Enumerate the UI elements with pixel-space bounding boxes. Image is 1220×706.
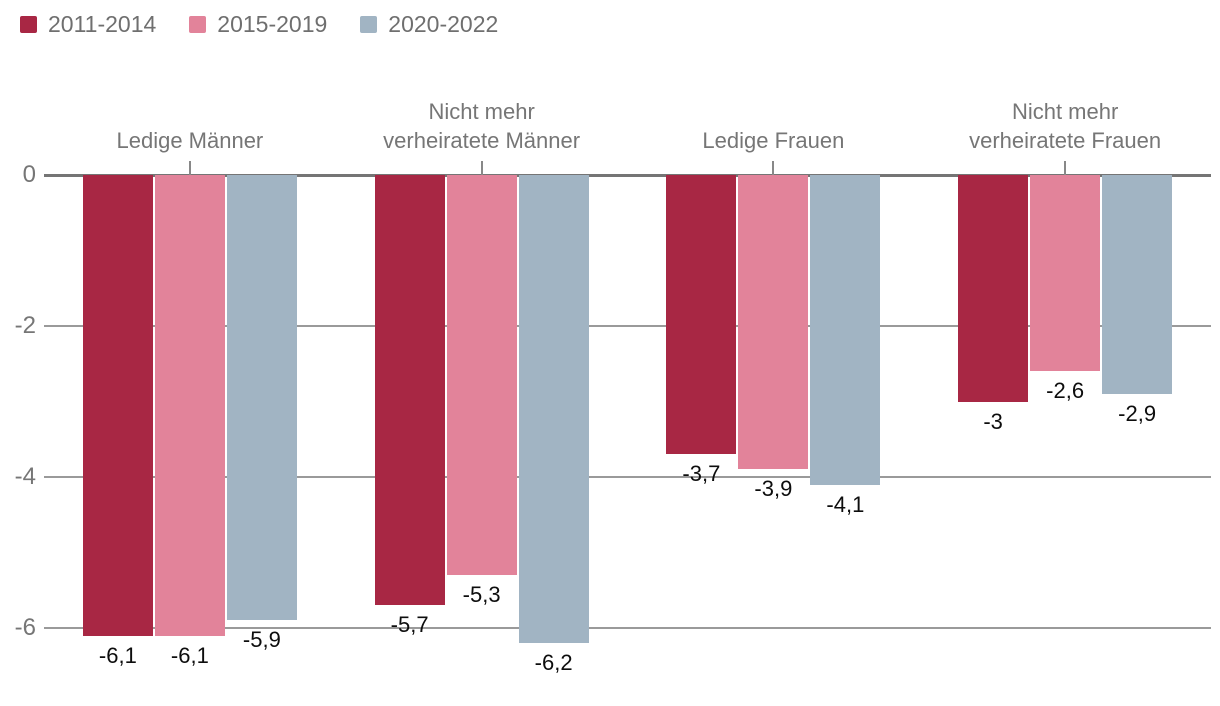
bar-2020-2022-group3 xyxy=(810,175,881,485)
category-tick-icon xyxy=(480,161,483,175)
gridline--6 xyxy=(44,627,1211,629)
value-label: -4,1 xyxy=(826,491,865,517)
legend-label: 2015-2019 xyxy=(217,11,328,37)
legend-label: 2020-2022 xyxy=(388,11,499,37)
bar-2011-2014-group3 xyxy=(666,175,737,455)
bar-2020-2022-group4 xyxy=(1102,175,1173,394)
legend-item-3: 2020-2022 xyxy=(360,13,498,36)
value-label: -6,2 xyxy=(534,650,573,676)
y-axis-label: -6 xyxy=(14,614,36,641)
y-axis-label: -4 xyxy=(14,463,36,490)
legend-swatch-icon xyxy=(189,16,207,33)
bar-2020-2022-group1 xyxy=(226,175,297,621)
gridline-0 xyxy=(44,173,1211,177)
value-label: -5,7 xyxy=(390,612,429,638)
category-label: Nicht mehr verheiratete Männer xyxy=(383,99,581,153)
category-tick-icon xyxy=(772,161,775,175)
value-label: -6,1 xyxy=(98,642,137,668)
value-label: -6,1 xyxy=(170,642,209,668)
y-axis-label: -2 xyxy=(14,312,36,339)
bar-2015-2019-group3 xyxy=(738,175,809,470)
value-label: -5,9 xyxy=(242,627,281,653)
bar-2015-2019-group1 xyxy=(154,175,225,636)
gridline--2 xyxy=(44,325,1211,327)
legend-label: 2011-2014 xyxy=(48,11,157,37)
category-label: Ledige Männer xyxy=(116,128,264,153)
value-label: -3 xyxy=(983,408,1003,434)
gridline--4 xyxy=(44,476,1211,478)
bar-2015-2019-group4 xyxy=(1030,175,1101,372)
legend-swatch-icon xyxy=(20,16,37,33)
value-label: -3,9 xyxy=(754,476,793,502)
y-axis-label: 0 xyxy=(22,161,36,188)
category-label: Ledige Frauen xyxy=(702,128,845,153)
bar-2015-2019-group2 xyxy=(446,175,517,576)
bar-2011-2014-group2 xyxy=(374,175,445,606)
category-tick-icon xyxy=(188,161,191,175)
bar-2011-2014-group4 xyxy=(958,175,1029,402)
value-label: -3,7 xyxy=(682,461,721,487)
value-label: -5,3 xyxy=(462,582,501,608)
bar-2011-2014-group1 xyxy=(82,175,153,636)
category-tick-icon xyxy=(1064,161,1067,175)
value-label: -2,6 xyxy=(1046,378,1085,404)
value-label: -2,9 xyxy=(1118,400,1157,426)
bar-2020-2022-group2 xyxy=(518,175,589,644)
category-label: Nicht mehr verheiratete Frauen xyxy=(969,99,1162,153)
chart-legend: 2011-2014 2015-2019 2020-2022 xyxy=(20,13,498,36)
legend-swatch-icon xyxy=(360,16,378,33)
legend-item-2: 2015-2019 xyxy=(189,13,327,36)
legend-item-1: 2011-2014 xyxy=(20,13,156,36)
